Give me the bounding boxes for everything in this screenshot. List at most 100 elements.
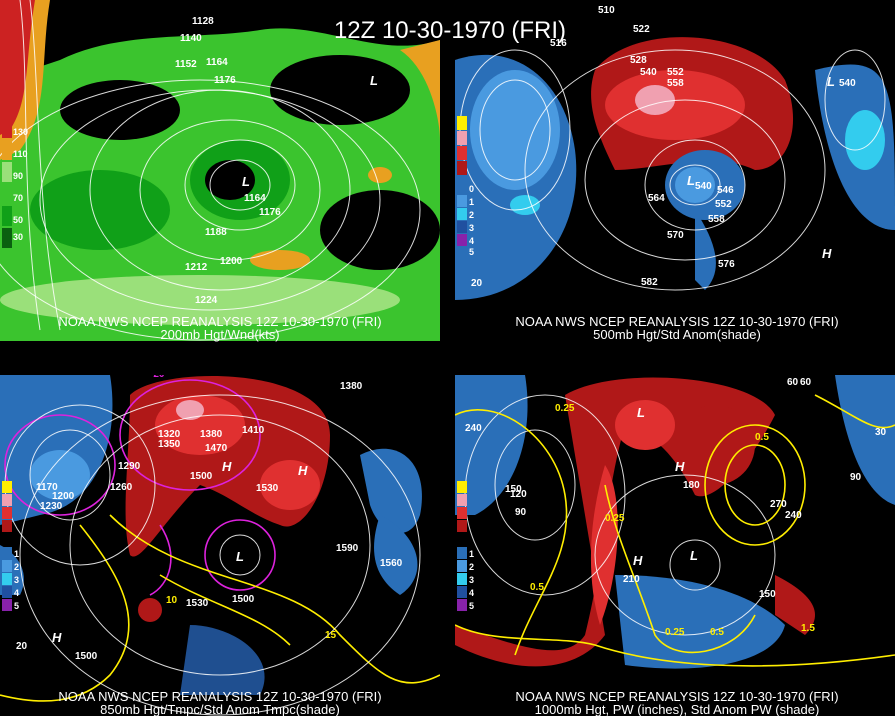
legend-label: 2 [469, 210, 474, 220]
contour-label: 540 [839, 78, 856, 89]
contour-label: 1320 [158, 429, 181, 440]
panel-200mb: 130 110 90 70 50 30 1128 1140 1152 1164 … [0, 0, 440, 341]
legend-label: 3 [469, 575, 474, 585]
high-marker: H [822, 246, 832, 261]
legend-label: 4 [14, 588, 19, 598]
contour-label: 20 [471, 278, 483, 289]
contour-label: 0.25 [665, 627, 685, 638]
contour-label: 1530 [256, 483, 279, 494]
panel-caption: NOAA NWS NCEP REANALYSIS 12Z 10-30-1970 … [58, 314, 381, 329]
legend-label: 3 [469, 223, 474, 233]
contour-label: 1500 [232, 594, 255, 605]
contour-label: 0.25 [605, 513, 625, 524]
contour-label: 558 [708, 214, 725, 225]
contour-label: 10 [166, 595, 178, 606]
high-marker: H [633, 553, 643, 568]
low-marker: L [637, 405, 645, 420]
panel-caption: NOAA NWS NCEP REANALYSIS 12Z 10-30-1970 … [58, 689, 381, 704]
legend-label: 1 [469, 197, 474, 207]
contour-label: 576 [718, 259, 735, 270]
low-marker: L [242, 174, 250, 189]
contour-label: 0.5 [755, 432, 769, 443]
contour-label: 1164 [244, 193, 266, 204]
contour-label: 90 [515, 507, 527, 518]
contour-label: 1350 [158, 439, 181, 450]
contour-label: 1590 [336, 543, 359, 554]
contour-label: 1170 [36, 482, 58, 493]
panel-500mb: 0 1 2 3 4 5 510 516 522 528 540 552 558 … [455, 0, 895, 341]
contour-label: 0.5 [710, 627, 724, 638]
low-marker: L [687, 173, 695, 188]
contour-label: 270 [770, 499, 787, 510]
legend-label: 2 [469, 562, 474, 572]
contour-label: 1224 [195, 295, 218, 306]
contour-label: 30 [875, 427, 887, 438]
contour-label: 582 [641, 277, 658, 288]
high-marker: H [675, 459, 685, 474]
contour-label: 1260 [110, 482, 133, 493]
contour-label: 20 [16, 641, 28, 652]
contour-label: 552 [667, 67, 684, 78]
low-marker: L [236, 549, 244, 564]
contour-label: 90 [850, 472, 862, 483]
contour-label: 516 [550, 38, 567, 49]
contour-label: 60 [787, 377, 799, 388]
contour-label: 150 [759, 589, 776, 600]
contour-label: 1200 [220, 256, 243, 267]
low-marker: L [827, 74, 835, 89]
contour-label: 1212 [185, 262, 208, 273]
legend-label: 70 [13, 193, 23, 203]
low-marker: L [690, 548, 698, 563]
contour-label: 540 [640, 67, 657, 78]
legend: 130 110 90 70 50 30 [2, 118, 28, 248]
contour-label: 528 [630, 55, 647, 66]
legend: 0 1 2 3 4 5 [457, 116, 474, 257]
legend: 1 2 3 4 5 [457, 481, 474, 611]
legend-label: 4 [469, 236, 474, 246]
legend-label: 50 [13, 215, 23, 225]
contour-label: 120 [510, 489, 527, 500]
contour-label: 0.5 [530, 582, 544, 593]
contour-label: 1230 [40, 501, 63, 512]
contour-label: 522 [633, 24, 650, 35]
contour-label: 240 [465, 423, 482, 434]
contour-label: 210 [623, 574, 640, 585]
contour-label: 1530 [186, 598, 209, 609]
legend-label: 90 [13, 171, 23, 181]
contour-label: 60 [800, 377, 812, 388]
contour-label: 1176 [259, 207, 281, 218]
contour-label: 546 [717, 185, 734, 196]
panel-caption: 500mb Hgt/Std Anom(shade) [593, 327, 761, 342]
panel-850mb: 1 2 3 4 5 -20 1350 1380 1320 1350 1380 1… [0, 367, 440, 716]
contour-label: 1380 [340, 381, 363, 392]
legend-label: 4 [469, 588, 474, 598]
legend-label: 1 [469, 549, 474, 559]
contour-label: 150 [505, 484, 522, 495]
contour-label: 1350 [328, 367, 351, 378]
panel-caption: NOAA NWS NCEP REANALYSIS 12Z 10-30-1970 … [515, 314, 838, 329]
legend: 1 2 3 4 5 [2, 481, 19, 611]
contour-label: 0.25 [555, 403, 575, 414]
panel-caption: 850mb Hgt/Tmpc/Std Anom Tmpc(shade) [100, 702, 340, 716]
contour-label: 510 [598, 5, 615, 16]
legend-label: 130 [13, 127, 28, 137]
contour-label: 1380 [200, 429, 223, 440]
contour-label: 1188 [205, 227, 227, 238]
legend-label: 2 [14, 562, 19, 572]
contour-label: 1.5 [801, 623, 815, 634]
contour-label: 1164 [206, 57, 228, 68]
contour-label: -20 [150, 369, 165, 380]
high-marker: H [52, 630, 62, 645]
contour-label: 570 [667, 230, 684, 241]
legend-label: 5 [469, 247, 474, 257]
low-marker: L [370, 73, 378, 88]
legend-label: 5 [469, 601, 474, 611]
contour-label: 1500 [75, 651, 98, 662]
contour-label: 1470 [205, 443, 228, 454]
legend-label: 1 [14, 549, 19, 559]
legend-label: 3 [14, 575, 19, 585]
contour-label: 240 [785, 510, 802, 521]
panel-caption: NOAA NWS NCEP REANALYSIS 12Z 10-30-1970 … [515, 689, 838, 704]
main-title: 12Z 10-30-1970 (FRI) [334, 17, 566, 44]
